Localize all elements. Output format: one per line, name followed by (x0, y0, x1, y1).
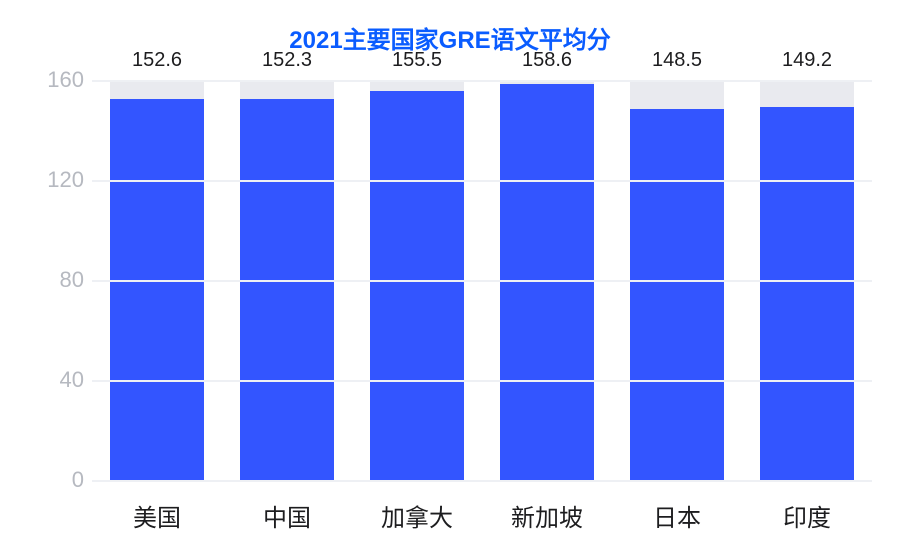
bar (110, 99, 204, 481)
y-axis-tick: 80 (28, 267, 84, 293)
x-axis-tick: 印度 (713, 498, 900, 533)
bar-value-label: 149.2 (713, 49, 900, 72)
bar (240, 99, 334, 480)
grid-line (92, 80, 872, 82)
y-axis-tick: 40 (28, 367, 84, 393)
y-axis-tick: 160 (28, 67, 84, 93)
grid-line (92, 480, 872, 482)
y-axis-tick: 0 (28, 467, 84, 493)
bar (370, 91, 464, 480)
plot-area: 152.6美国152.3中国155.5加拿大158.6新加坡148.5日本149… (92, 80, 872, 480)
grid-line (92, 180, 872, 182)
y-axis-tick: 120 (28, 167, 84, 193)
chart-container: 2021主要国家GRE语文平均分 152.6美国152.3中国155.5加拿大1… (0, 0, 900, 557)
grid-line (92, 280, 872, 282)
grid-line (92, 380, 872, 382)
bar (630, 109, 724, 480)
bar (760, 107, 854, 480)
